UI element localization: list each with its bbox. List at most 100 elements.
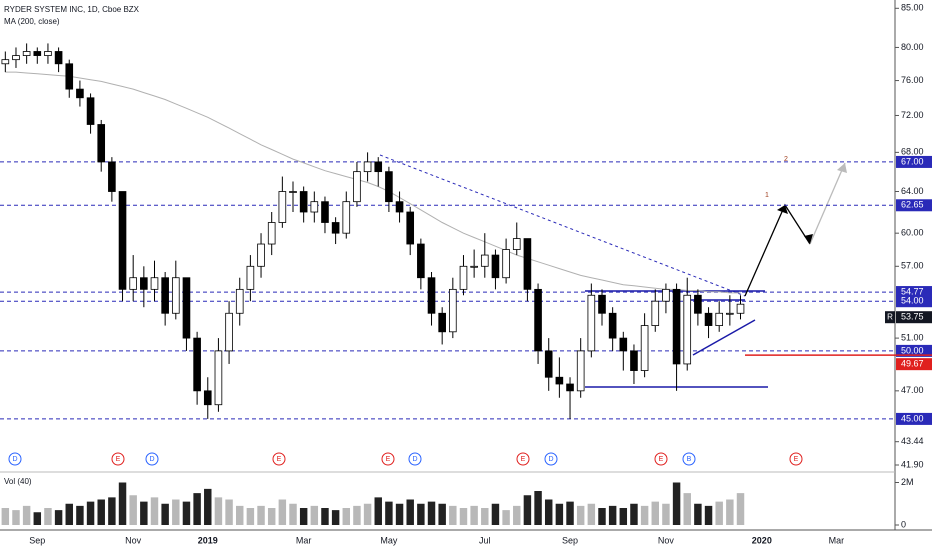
- candle-body: [502, 249, 510, 279]
- candle-body: [662, 288, 670, 302]
- candle-body: [438, 312, 446, 333]
- volume-bar: [651, 501, 659, 525]
- candle-body: [171, 277, 180, 314]
- candle-body: [97, 124, 106, 163]
- volume-bar: [470, 505, 478, 525]
- volume-bar: [44, 508, 52, 525]
- volume-bar: [363, 503, 372, 525]
- volume-bar: [150, 497, 159, 525]
- candle-body: [523, 238, 532, 290]
- stop-label: 49.67: [901, 359, 924, 369]
- level-badge: [896, 344, 932, 357]
- level-label: 54.00: [901, 296, 924, 306]
- x-tick-label: Jul: [479, 535, 491, 545]
- volume-bar: [236, 505, 244, 525]
- level-label: 50.00: [901, 345, 924, 355]
- volume-bar: [161, 503, 169, 525]
- level-badge: [896, 155, 932, 168]
- candle-body: [108, 161, 116, 192]
- volume-bar: [406, 499, 414, 525]
- volume-bar: [523, 495, 532, 525]
- projection-label: 2: [784, 156, 788, 163]
- candle-body: [512, 238, 521, 250]
- candle-body: [257, 243, 265, 267]
- event-badge: [111, 452, 125, 466]
- candle-body: [33, 51, 42, 56]
- volume-bar: [566, 501, 574, 525]
- volume-bar: [289, 503, 297, 525]
- x-tick-label: Sep: [562, 535, 578, 545]
- trend-line: [379, 154, 746, 297]
- candle-body: [44, 51, 52, 56]
- arrow-head: [804, 234, 813, 244]
- arrow-head: [777, 205, 788, 214]
- x-tick-label: Mar: [296, 535, 312, 545]
- volume-bar: [672, 482, 681, 525]
- volume-bar: [726, 499, 734, 525]
- candle-body: [459, 265, 468, 290]
- event-badge: [544, 452, 558, 466]
- level-label: 45.00: [901, 413, 924, 423]
- candle-body: [619, 337, 628, 352]
- event-label: E: [116, 456, 121, 463]
- candle-body: [278, 191, 287, 223]
- volume-bar: [54, 510, 63, 525]
- candle-body: [395, 201, 404, 213]
- candle-body: [353, 171, 361, 203]
- event-label: D: [12, 456, 17, 463]
- level-label: 67.00: [901, 156, 924, 166]
- candle-body: [694, 294, 702, 314]
- event-badge: [272, 452, 286, 466]
- volume-bar: [427, 501, 436, 525]
- volume-bar: [438, 503, 446, 525]
- volume-bar: [630, 503, 638, 525]
- volume-bar: [86, 501, 95, 525]
- volume-bar: [108, 497, 116, 525]
- x-tick-label: 2019: [198, 535, 218, 545]
- candle-body: [1, 59, 10, 65]
- level-badge: [896, 199, 932, 212]
- volume-bar: [576, 505, 585, 525]
- volume-bar: [374, 497, 382, 525]
- candle-body: [22, 51, 31, 56]
- symbol-title: RYDER SYSTEM INC, 1D, Cboe BZX: [4, 5, 140, 14]
- volume-bar: [513, 505, 521, 525]
- volume-bar: [342, 508, 351, 525]
- volume-bar: [587, 503, 596, 525]
- candle-body: [331, 222, 340, 234]
- candle-body: [470, 265, 478, 268]
- event-label: E: [659, 456, 664, 463]
- event-label: B: [687, 456, 692, 463]
- x-tick-label: Sep: [29, 535, 45, 545]
- ma-label: MA (200, close): [4, 17, 60, 26]
- event-label: E: [794, 456, 799, 463]
- volume-bar: [22, 505, 31, 525]
- y-tick-label: 47.00: [901, 385, 924, 395]
- event-label: D: [548, 456, 553, 463]
- volume-bar: [640, 505, 649, 525]
- event-badge: [408, 452, 422, 466]
- candle-body: [118, 191, 127, 290]
- candle-body: [299, 191, 308, 213]
- candle-body: [672, 288, 681, 365]
- volume-bar: [310, 505, 319, 525]
- arrow-head: [837, 163, 847, 173]
- candle-body: [736, 303, 745, 314]
- volume-bar: [193, 493, 201, 525]
- y-tick-label: 51.00: [901, 332, 924, 342]
- volume-bar: [619, 508, 628, 525]
- y-tick-label: 64.00: [901, 186, 924, 196]
- candle-body: [342, 201, 351, 234]
- candle-body: [129, 277, 137, 290]
- candle-body: [385, 171, 393, 203]
- volume-bar: [129, 495, 137, 525]
- volume-bar: [1, 508, 10, 525]
- price-marker-badge: [885, 311, 895, 324]
- volume-bar: [246, 508, 255, 525]
- candle-body: [576, 350, 585, 392]
- last-price-badge: [896, 311, 932, 324]
- volume-bar: [704, 505, 713, 525]
- candle-body: [86, 97, 95, 125]
- x-tick-label: May: [380, 535, 398, 545]
- volume-tick-label: 0: [901, 519, 906, 529]
